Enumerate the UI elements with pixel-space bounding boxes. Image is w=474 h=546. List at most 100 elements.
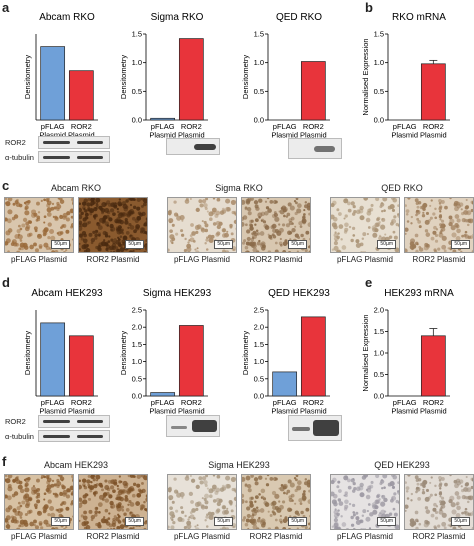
cell-nucleus — [21, 500, 26, 505]
cell-nucleus — [472, 233, 473, 236]
cell-nucleus — [333, 513, 339, 519]
cell-nucleus — [84, 212, 89, 217]
cell-nucleus — [439, 487, 442, 490]
cell-nucleus — [244, 483, 248, 486]
cell-nucleus — [46, 203, 51, 208]
cell-nucleus — [204, 242, 207, 245]
cell-nucleus — [212, 222, 217, 226]
cell-nucleus — [331, 248, 335, 251]
cell-nucleus — [289, 508, 293, 511]
cell-nucleus — [250, 475, 254, 478]
cell-nucleus — [296, 250, 299, 252]
cell-nucleus — [86, 479, 91, 484]
cell-nucleus — [430, 199, 433, 202]
cell-nucleus — [391, 475, 395, 477]
cell-nucleus — [140, 507, 143, 511]
cell-nucleus — [195, 207, 200, 213]
cell-nucleus — [59, 214, 62, 217]
cell-nucleus — [194, 225, 200, 231]
cell-nucleus — [424, 506, 429, 510]
ihc-caption-pflag: pFLAG Plasmid — [10, 255, 68, 264]
cell-nucleus — [72, 238, 73, 241]
cell-nucleus — [216, 224, 221, 230]
cell-nucleus — [208, 488, 214, 494]
cell-nucleus — [128, 499, 132, 504]
cell-nucleus — [194, 248, 197, 251]
cell-nucleus — [13, 242, 18, 247]
cell-nucleus — [230, 509, 234, 513]
x-category-label: pFLAG — [393, 398, 417, 407]
cell-nucleus — [344, 493, 348, 498]
cell-nucleus — [233, 219, 236, 225]
cell-nucleus — [245, 475, 251, 481]
cell-nucleus — [398, 496, 399, 498]
chart-rko-mrna: RKO mRNA Normalised Expression 0.0 0.5 1.0 1.… — [360, 8, 465, 141]
cell-nucleus — [429, 481, 432, 484]
cell-nucleus — [221, 486, 227, 491]
cell-nucleus — [254, 495, 259, 500]
cell-nucleus — [216, 231, 221, 236]
cell-nucleus — [16, 506, 21, 511]
cell-nucleus — [137, 216, 141, 221]
cell-nucleus — [247, 488, 252, 493]
ihc-texture — [242, 475, 310, 529]
cell-nucleus — [370, 203, 374, 207]
cell-nucleus — [271, 490, 277, 496]
cell-nucleus — [437, 247, 441, 251]
x-category-label: Plasmid — [391, 407, 418, 416]
cell-nucleus — [242, 215, 248, 220]
cell-nucleus — [249, 226, 254, 231]
cell-nucleus — [464, 511, 469, 516]
cell-nucleus — [266, 198, 270, 200]
cell-nucleus — [344, 214, 348, 218]
cell-nucleus — [33, 242, 37, 247]
cell-nucleus — [424, 519, 429, 524]
cell-nucleus — [19, 516, 23, 519]
cell-nucleus — [65, 217, 70, 222]
cell-nucleus — [104, 485, 110, 491]
cell-nucleus — [293, 200, 297, 203]
cell-nucleus — [389, 204, 395, 210]
cell-nucleus — [71, 490, 73, 495]
cell-nucleus — [430, 236, 435, 241]
cell-nucleus — [304, 249, 308, 252]
cell-nucleus — [429, 204, 432, 207]
cell-nucleus — [61, 224, 65, 228]
cell-nucleus — [272, 476, 278, 482]
cell-nucleus — [424, 219, 430, 225]
cell-nucleus — [422, 488, 425, 491]
ihc-group-title: QED HEK293 — [374, 460, 430, 470]
cell-nucleus — [428, 496, 431, 499]
cell-nucleus — [93, 494, 97, 497]
cell-nucleus — [129, 475, 134, 478]
cell-nucleus — [119, 226, 123, 229]
cell-nucleus — [454, 491, 460, 496]
cell-nucleus — [98, 482, 103, 487]
cell-nucleus — [361, 475, 367, 480]
cell-nucleus — [456, 204, 461, 209]
cell-nucleus — [12, 202, 16, 206]
cell-nucleus — [96, 222, 101, 227]
cell-nucleus — [392, 507, 396, 511]
cell-nucleus — [169, 229, 173, 234]
bar-pflag — [40, 322, 66, 397]
blot-label-tubulin-a: α-tubulin — [5, 153, 34, 162]
cell-nucleus — [185, 475, 189, 478]
cell-nucleus — [464, 507, 468, 511]
cell-nucleus — [355, 516, 360, 521]
cell-nucleus — [365, 494, 371, 500]
cell-nucleus — [456, 505, 461, 511]
cell-nucleus — [333, 241, 339, 246]
cell-nucleus — [17, 511, 23, 517]
y-tick-label: 0.0 — [374, 116, 384, 125]
cell-nucleus — [168, 209, 172, 214]
cell-nucleus — [287, 479, 292, 484]
cell-nucleus — [369, 484, 374, 489]
cell-nucleus — [299, 502, 303, 505]
cell-nucleus — [43, 498, 46, 501]
cell-nucleus — [428, 219, 431, 222]
cell-nucleus — [341, 522, 347, 527]
cell-nucleus — [141, 481, 144, 485]
ihc-image-pflag: 50µm — [404, 197, 474, 253]
cell-nucleus — [417, 220, 422, 224]
